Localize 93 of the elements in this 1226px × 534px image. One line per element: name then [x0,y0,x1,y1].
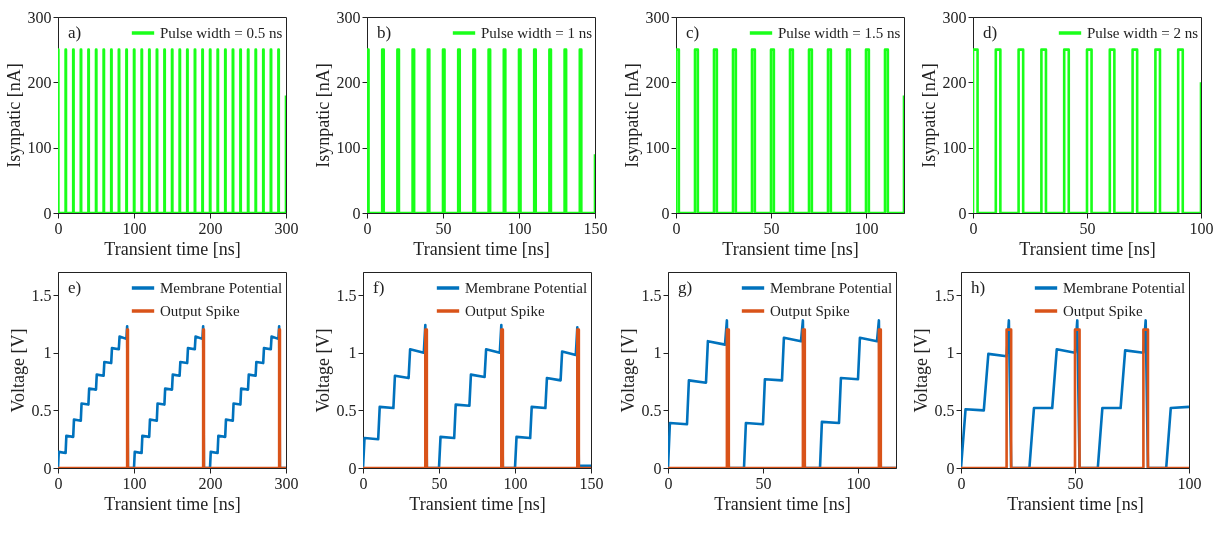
y-axis-title: Isynpatic [nA] [621,63,642,168]
annotation: a) [68,23,82,42]
x-tick-label: 100 [1177,474,1202,492]
x-tick-label: 50 [431,474,448,492]
y-tick-label: 1.5 [31,286,52,304]
y-axis-title: Isynpatic [nA] [312,63,333,168]
y-tick-label: 100 [645,139,670,157]
y-tick-label: 300 [336,8,361,26]
x-tick-label: 200 [198,474,223,492]
y-tick-label: 0.5 [934,401,955,419]
x-tick-label: 150 [579,474,604,492]
y-tick-label: 100 [27,139,52,157]
annotation: c) [686,23,700,42]
x-tick-label: 100 [854,219,879,237]
x-axis-title: Transient time [ns] [1007,493,1144,514]
x-axis-title: Transient time [ns] [722,238,859,259]
legend-label: Membrane Potential [160,280,283,296]
x-tick-label: 300 [274,474,299,492]
x-tick-label: 100 [507,219,532,237]
y-axis-title: Isynpatic [nA] [3,63,24,168]
y-tick-label: 300 [27,8,52,26]
y-tick-label: 0 [43,204,52,222]
legend-label: Output Spike [770,303,850,319]
x-tick-label: 50 [1079,219,1096,237]
y-tick-label: 0.5 [336,401,357,419]
x-tick-label: 50 [435,219,452,237]
x-axis-title: Transient time [ns] [104,238,241,259]
x-tick-label: 200 [198,219,223,237]
x-tick-label: 0 [969,219,978,237]
x-tick-label: 100 [503,474,528,492]
y-tick-label: 200 [336,73,361,91]
y-tick-label: 0 [946,459,955,477]
y-tick-label: 0.5 [641,401,662,419]
annotation: g) [678,278,693,297]
x-tick-label: 50 [1067,474,1084,492]
x-tick-label: 0 [672,219,681,237]
y-tick-label: 0 [958,204,967,222]
y-tick-label: 1.5 [336,286,357,304]
x-axis-title: Transient time [ns] [409,493,546,514]
y-tick-label: 100 [942,139,967,157]
legend-label: Pulse width = 2 ns [1087,25,1199,41]
x-tick-label: 100 [122,219,147,237]
y-tick-label: 0 [43,459,52,477]
y-tick-label: 1.5 [641,286,662,304]
y-tick-label: 1 [43,344,52,362]
annotation: f) [373,278,385,297]
legend-label: Membrane Potential [770,280,893,296]
x-tick-label: 50 [755,474,772,492]
x-tick-label: 100 [1189,219,1214,237]
y-axis-title: Isynpatic [nA] [918,63,939,168]
y-tick-label: 0 [653,459,662,477]
legend-label: Pulse width = 0.5 ns [160,25,283,41]
y-tick-label: 300 [942,8,967,26]
y-tick-label: 0 [352,204,361,222]
y-tick-label: 200 [645,73,670,91]
y-axis-title: Voltage [V] [910,328,931,413]
x-axis-title: Transient time [ns] [104,493,241,514]
x-tick-label: 0 [54,219,63,237]
legend-label: Pulse width = 1.5 ns [778,25,901,41]
x-axis-title: Transient time [ns] [413,238,550,259]
legend-label: Output Spike [160,303,240,319]
legend-label: Output Spike [465,303,545,319]
y-tick-label: 1.5 [934,286,955,304]
x-tick-label: 0 [363,219,372,237]
x-axis-title: Transient time [ns] [1019,238,1156,259]
x-tick-label: 100 [122,474,147,492]
annotation: e) [68,278,82,297]
x-tick-label: 100 [846,474,871,492]
y-tick-label: 0 [348,459,357,477]
annotation: b) [377,23,392,42]
legend-label: Output Spike [1063,303,1143,319]
annotation: d) [983,23,998,42]
y-tick-label: 300 [645,8,670,26]
y-axis-title: Voltage [V] [617,328,638,413]
legend-label: Membrane Potential [465,280,588,296]
y-tick-label: 0 [661,204,670,222]
y-axis-title: Voltage [V] [312,328,333,413]
y-tick-label: 0.5 [31,401,52,419]
x-tick-label: 150 [583,219,608,237]
x-tick-label: 50 [763,219,780,237]
annotation: h) [971,278,986,297]
x-axis-title: Transient time [ns] [714,493,851,514]
legend-label: Membrane Potential [1063,280,1186,296]
legend-label: Pulse width = 1 ns [481,25,593,41]
y-tick-label: 200 [27,73,52,91]
x-tick-label: 300 [274,219,299,237]
y-tick-label: 1 [946,344,955,362]
y-axis-title: Voltage [V] [7,328,28,413]
y-tick-label: 200 [942,73,967,91]
y-tick-label: 1 [348,344,357,362]
y-tick-label: 100 [336,139,361,157]
y-tick-label: 1 [653,344,662,362]
x-tick-label: 0 [54,474,63,492]
